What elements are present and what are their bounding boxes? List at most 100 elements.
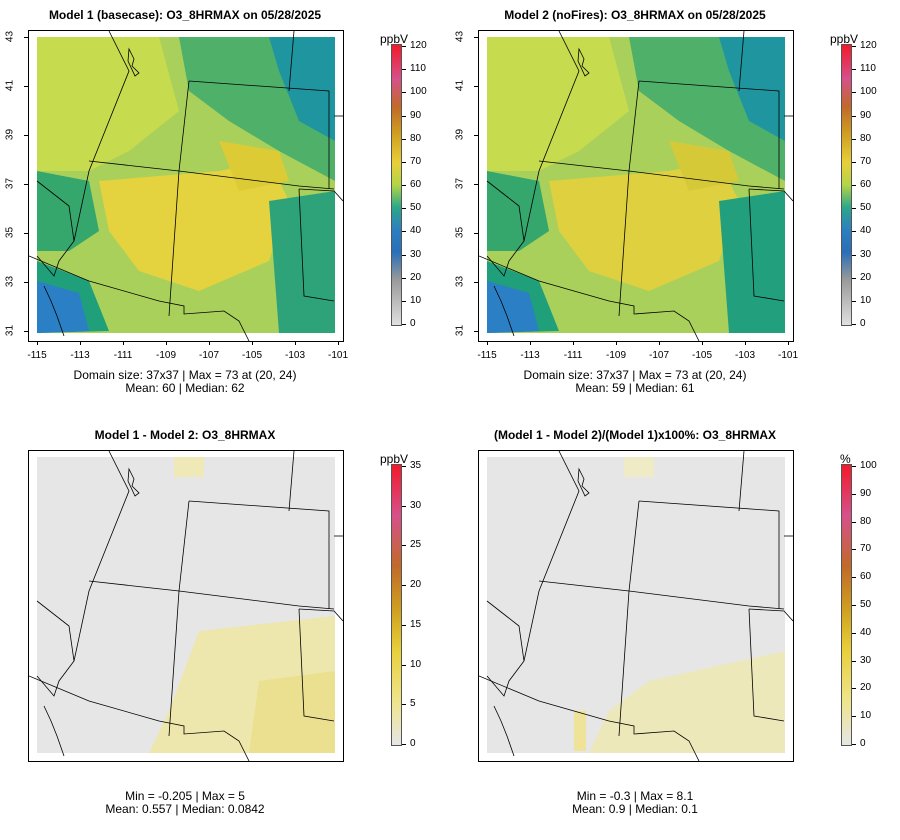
colorbar-tick-label: 70 bbox=[410, 155, 422, 167]
colorbar-tick-label: 5 bbox=[410, 698, 416, 710]
colorbar-tick bbox=[402, 46, 406, 47]
colorbar-tick bbox=[402, 505, 406, 507]
colorbar-tick-label: 40 bbox=[860, 225, 872, 237]
latitude-label: 37 bbox=[4, 177, 16, 190]
colorbar-tick-label: 120 bbox=[410, 40, 427, 51]
colorbar-tick-label: 110 bbox=[410, 63, 426, 75]
colorbar-tick bbox=[852, 46, 856, 47]
longitude-tick bbox=[745, 341, 746, 345]
latitude-tick bbox=[474, 331, 478, 332]
panel-percent-difference: (Model 1 - Model 2)/(Model 1)x100%: O3_8… bbox=[450, 420, 900, 840]
colorbar-tick-label: 40 bbox=[410, 225, 422, 237]
colorbar-tick-label: 60 bbox=[860, 571, 872, 583]
longitude-tick bbox=[573, 341, 574, 345]
longitude-label: -109 bbox=[155, 350, 176, 361]
longitude-tick bbox=[209, 341, 210, 345]
colorbar-tick bbox=[402, 138, 406, 140]
colorbar-tick bbox=[852, 744, 856, 745]
longitude-label: -115 bbox=[27, 350, 47, 361]
colorbar-tick bbox=[402, 69, 406, 71]
latitude-label: 41 bbox=[4, 79, 16, 92]
colorbar-tick-label: 80 bbox=[860, 132, 872, 144]
panel-title: Model 1 - Model 2: O3_8HRMAX bbox=[94, 428, 276, 442]
colorbar-tick-label: 10 bbox=[410, 294, 422, 306]
colorbar-tick-label: 20 bbox=[410, 271, 422, 283]
colorbar-tick bbox=[852, 69, 856, 71]
latitude-label: 41 bbox=[454, 79, 466, 92]
colorbar-tick bbox=[402, 254, 406, 256]
longitude-label: -107 bbox=[198, 350, 219, 361]
colorbar-tick bbox=[402, 664, 406, 666]
latitude-tick bbox=[474, 282, 478, 283]
colorbar bbox=[841, 44, 852, 326]
longitude-label: -103 bbox=[734, 350, 755, 361]
colorbar-tick-label: 40 bbox=[860, 626, 872, 638]
colorbar-tick-label: 90 bbox=[410, 109, 422, 121]
colorbar-tick bbox=[852, 231, 856, 233]
latitude-tick bbox=[474, 233, 478, 234]
colorbar-tick bbox=[852, 185, 856, 186]
colorbar-unit: ppbV bbox=[380, 32, 409, 46]
latitude-tick bbox=[474, 37, 478, 38]
colorbar-tick bbox=[402, 466, 406, 467]
latitude-tick bbox=[474, 184, 478, 185]
panel-title: (Model 1 - Model 2)/(Model 1)x100%: O3_8… bbox=[493, 428, 777, 442]
colorbar-tick bbox=[852, 716, 856, 718]
longitude-label: -105 bbox=[691, 350, 712, 361]
map-frame bbox=[28, 30, 344, 342]
latitude-label: 33 bbox=[454, 275, 466, 288]
colorbar-tick-label: 0 bbox=[860, 318, 866, 329]
latitude-tick bbox=[24, 184, 28, 185]
longitude-label: -113 bbox=[520, 350, 540, 361]
colorbar-tick bbox=[402, 115, 406, 117]
colorbar-tick-label: 120 bbox=[860, 40, 877, 51]
latitude-label: 37 bbox=[454, 177, 466, 190]
colorbar-tick bbox=[852, 115, 856, 117]
colorbar-tick-label: 30 bbox=[410, 499, 422, 511]
latitude-label: 39 bbox=[4, 128, 16, 141]
colorbar-tick bbox=[852, 161, 856, 163]
colorbar-tick-label: 50 bbox=[410, 202, 422, 214]
colorbar-tick bbox=[852, 324, 856, 325]
colorbar-tick bbox=[852, 254, 856, 256]
latitude-label: 35 bbox=[4, 226, 16, 239]
colorbar-tick bbox=[852, 660, 856, 662]
colorbar-tick-label: 20 bbox=[410, 579, 422, 591]
colorbar-tick-label: 60 bbox=[410, 179, 422, 190]
colorbar-tick-label: 70 bbox=[860, 155, 872, 167]
colorbar-tick-label: 20 bbox=[860, 271, 872, 283]
colorbar-tick bbox=[852, 632, 856, 634]
colorbar-tick-label: 50 bbox=[860, 599, 872, 610]
stats-line-1: Min = -0.3 | Max = 8.1 bbox=[576, 789, 694, 803]
colorbar-tick bbox=[402, 208, 406, 210]
colorbar-tick bbox=[402, 744, 406, 745]
colorbar-unit: ppbV bbox=[380, 452, 409, 466]
longitude-label: -111 bbox=[563, 350, 583, 361]
stats-line-2: Mean: 60 | Median: 62 bbox=[125, 381, 245, 395]
colorbar-tick-label: 0 bbox=[410, 738, 416, 749]
longitude-tick bbox=[487, 341, 488, 345]
panel-title: Model 2 (noFires): O3_8HRMAX on 05/28/20… bbox=[504, 8, 766, 22]
longitude-label: -101 bbox=[777, 350, 798, 361]
longitude-tick bbox=[252, 341, 253, 345]
longitude-tick bbox=[659, 341, 660, 345]
longitude-tick bbox=[295, 341, 296, 345]
latitude-tick bbox=[24, 37, 28, 38]
latitude-label: 35 bbox=[454, 226, 466, 239]
longitude-label: -107 bbox=[648, 350, 669, 361]
colorbar-tick-label: 30 bbox=[860, 654, 872, 666]
colorbar-tick bbox=[402, 704, 406, 706]
colorbar-tick-label: 110 bbox=[860, 63, 876, 75]
latitude-tick bbox=[24, 282, 28, 283]
longitude-label: -103 bbox=[284, 350, 305, 361]
colorbar-tick-label: 100 bbox=[410, 86, 427, 98]
map-frame bbox=[28, 450, 344, 762]
colorbar-tick bbox=[852, 521, 856, 523]
colorbar-tick bbox=[852, 605, 856, 606]
colorbar-tick-label: 60 bbox=[860, 179, 872, 190]
latitude-label: 33 bbox=[4, 275, 16, 288]
colorbar-tick-label: 35 bbox=[410, 460, 422, 471]
colorbar-tick bbox=[852, 466, 856, 467]
colorbar-tick-label: 80 bbox=[860, 515, 872, 527]
colorbar-tick-label: 10 bbox=[860, 294, 872, 306]
